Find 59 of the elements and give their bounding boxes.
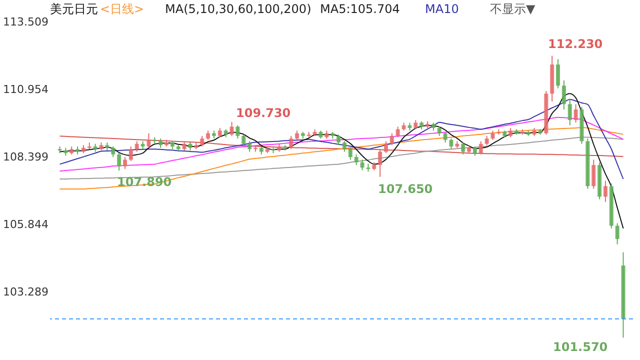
candlestick [556, 58, 560, 89]
annotation: 107.650 [378, 182, 433, 196]
annotation: MA10 [425, 2, 459, 16]
candlestick [111, 146, 116, 158]
candlestick [603, 180, 608, 203]
candlestick [568, 98, 572, 126]
y-tick-label: 108.399 [3, 150, 48, 164]
annotation: 109.730 [236, 106, 291, 120]
annotation: 112.230 [548, 37, 603, 51]
candlestick [574, 104, 578, 124]
candlestick [248, 140, 252, 152]
candlestick [182, 140, 186, 151]
y-tick-label: 110.954 [3, 83, 48, 96]
candlestick [461, 142, 466, 155]
y-tick-label: 113.509 [3, 15, 48, 28]
candlestick [384, 140, 388, 154]
candlestick [354, 154, 358, 166]
candlestick [443, 131, 448, 144]
annotation: MA(5,10,30,60,100,200) [165, 2, 312, 16]
candlestick [562, 80, 566, 110]
candlestick [342, 140, 346, 152]
candlestick [414, 120, 418, 130]
candlestick [449, 138, 454, 150]
candlestick [218, 127, 222, 138]
candlestick [336, 134, 341, 146]
candlestick [615, 222, 620, 245]
candlestick [592, 159, 596, 190]
candlestick [295, 130, 300, 140]
candlestick [158, 138, 163, 148]
y-tick-label: 105.844 [3, 218, 48, 232]
candlestick [146, 132, 151, 148]
candlestick [508, 127, 513, 138]
candlestick [437, 126, 442, 136]
candlestick [396, 126, 400, 138]
line-series [59, 136, 624, 158]
candlestick [117, 152, 122, 172]
annotation: 101.570 [553, 340, 608, 354]
candlestick [390, 132, 394, 146]
candlestick [134, 140, 139, 152]
annotation: MA5:105.704 [320, 2, 400, 16]
candlestick [236, 124, 240, 140]
y-tick-label: 103.289 [3, 286, 48, 299]
candlestick [472, 146, 477, 156]
candlestick [348, 147, 352, 160]
candlestick [478, 140, 483, 155]
candlestick [289, 135, 294, 150]
candlestick [122, 156, 127, 170]
candlestick [242, 134, 246, 147]
chart-title: 美元日元 [50, 2, 98, 16]
candlestick [128, 146, 133, 162]
annotation: <日线> [100, 2, 144, 16]
candlestick [206, 130, 210, 140]
annotation: 不显示▼ [490, 2, 536, 16]
candlestick [484, 135, 489, 146]
candlestick [378, 148, 382, 178]
candlestick [230, 121, 234, 136]
candlestick [360, 159, 364, 171]
candlestick [490, 130, 495, 140]
candlestick [200, 135, 204, 147]
